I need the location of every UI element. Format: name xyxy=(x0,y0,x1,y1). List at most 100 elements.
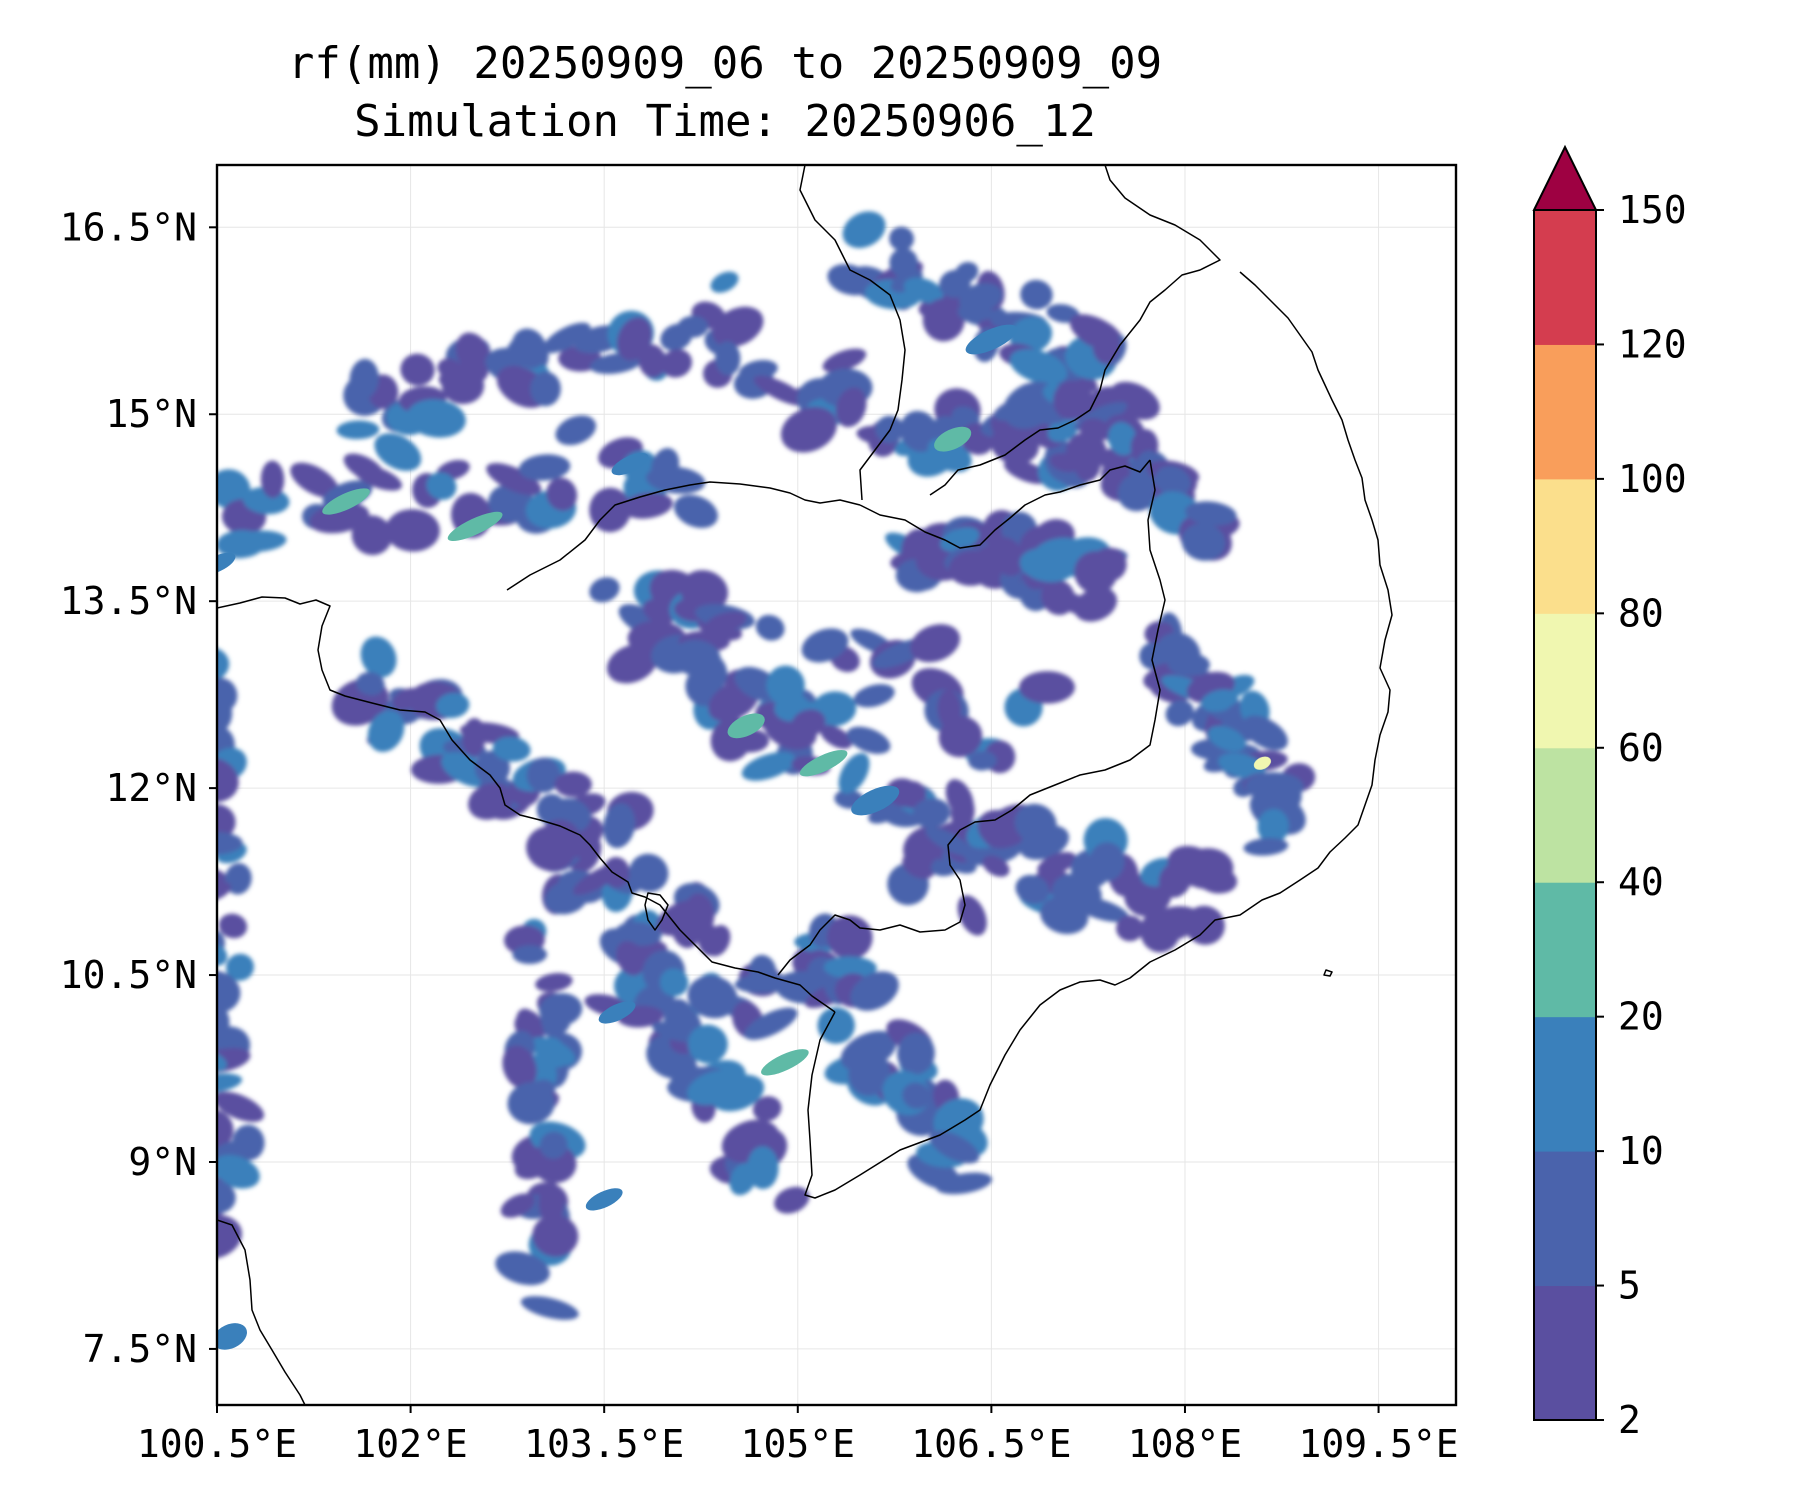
rain-patch xyxy=(638,344,667,378)
colorbar-segment xyxy=(1534,478,1596,614)
colorbar-tick-label: 100 xyxy=(1618,457,1687,501)
rain-patch xyxy=(1257,808,1289,845)
gulf-of-thailand-coast xyxy=(217,596,836,1013)
rain-patch xyxy=(912,798,951,829)
rain-patch xyxy=(1072,896,1129,923)
x-tick-label: 108°E xyxy=(1128,1422,1242,1466)
rainfall-field xyxy=(217,211,1316,1350)
rain-patch xyxy=(615,941,645,976)
rain-patch xyxy=(741,752,796,781)
rain-patch xyxy=(217,469,251,509)
rain-patch xyxy=(349,358,379,400)
rain-patch xyxy=(217,1139,254,1162)
rain-patch xyxy=(687,1069,745,1106)
chart-title: rf(mm) 20250909_06 to 20250909_09 xyxy=(287,38,1163,89)
x-tick-label: 102°E xyxy=(353,1422,467,1466)
chart-subtitle: Simulation Time: 20250906_12 xyxy=(354,96,1096,147)
cambodia-vietnam-border xyxy=(777,459,1166,976)
rain-patch xyxy=(500,1193,535,1218)
rain-patch xyxy=(1181,523,1226,561)
colorbar-segment xyxy=(1534,1285,1596,1421)
rain-patch xyxy=(1201,689,1239,712)
con-son-island xyxy=(1323,969,1333,977)
rain-patch xyxy=(554,771,592,798)
rain-patch xyxy=(217,1050,228,1072)
rain-patch xyxy=(539,993,583,1027)
rain-patch xyxy=(820,725,853,749)
colorbar-frame xyxy=(1533,210,1597,1421)
colorbar-segment xyxy=(1534,613,1596,749)
x-tick-label: 106.5°E xyxy=(911,1422,1071,1466)
rain-patch xyxy=(228,530,287,553)
rain-patch xyxy=(1074,587,1118,622)
rain-patch xyxy=(217,831,243,855)
y-tick-label: 7.5°N xyxy=(83,1327,197,1371)
rain-patch xyxy=(791,709,826,738)
rain-patch xyxy=(492,736,531,762)
rain-patch xyxy=(629,853,669,892)
rain-patch xyxy=(217,757,239,803)
rain-patch xyxy=(1091,547,1127,582)
x-axis: 100.5°E 102°E 103.5°E 105°E 106.5°E 108°E 109.… xyxy=(137,1405,1459,1466)
rain-patch xyxy=(1196,866,1238,894)
colorbar-segment xyxy=(1534,747,1596,883)
rain-patch xyxy=(710,271,739,293)
rain-patch xyxy=(400,353,435,386)
rain-patch xyxy=(1117,472,1159,512)
rainfall-cells xyxy=(217,324,1271,1350)
rain-patch xyxy=(217,804,236,841)
rain-patch xyxy=(1116,915,1144,942)
rain-patch xyxy=(922,298,965,342)
y-tick-label: 13.5°N xyxy=(60,579,197,623)
rain-patch xyxy=(217,1073,243,1094)
rain-patch xyxy=(1074,447,1101,482)
rain-patch xyxy=(217,1214,242,1260)
rain-patch xyxy=(1154,465,1191,497)
y-tick-label: 12°N xyxy=(105,766,197,810)
colorbar-extend-arrow xyxy=(1532,144,1598,211)
rain-cell xyxy=(727,713,765,739)
rain-patch xyxy=(747,1146,779,1190)
rain-patch xyxy=(1037,851,1077,876)
coastline-and-borders xyxy=(217,165,1393,1405)
plot-frame xyxy=(215,163,1458,1407)
rain-patch xyxy=(218,913,248,939)
rain-patch xyxy=(827,264,873,296)
rain-patch xyxy=(539,1131,568,1159)
rain-patch xyxy=(752,1096,782,1122)
rain-patch xyxy=(502,1045,537,1089)
laos-vietnam-border xyxy=(929,165,1221,496)
rain-patch xyxy=(290,462,339,498)
rain-patch xyxy=(474,750,511,786)
rain-patch xyxy=(486,463,542,496)
x-tick-label: 109.5°E xyxy=(1298,1422,1458,1466)
laos-thailand-border xyxy=(799,165,906,501)
rain-patch xyxy=(360,636,397,678)
colorbar-tick-label: 2 xyxy=(1618,1398,1641,1442)
rain-patch xyxy=(850,971,899,1011)
rain-patch xyxy=(1107,421,1137,456)
rain-patch xyxy=(673,494,718,529)
rain-patch xyxy=(351,515,393,556)
rain-patch xyxy=(715,341,741,376)
rain-patch xyxy=(543,322,591,354)
rainfall-bands xyxy=(217,211,1316,1320)
rain-patch xyxy=(936,1172,993,1195)
rain-patch xyxy=(1079,418,1111,442)
rain-patch xyxy=(929,1130,980,1164)
rain-patch xyxy=(687,1024,728,1064)
rain-cell xyxy=(934,426,972,452)
mekong-delta-coast xyxy=(804,271,1393,1199)
rain-patch xyxy=(826,915,873,960)
rain-patch xyxy=(217,692,233,735)
rain-patch xyxy=(1207,725,1246,752)
colorbar-tick-label: 120 xyxy=(1618,322,1687,366)
colorbar: 2 5 10 20 40 60 80 100 120 150 xyxy=(1532,144,1687,1442)
y-tick-label: 15°N xyxy=(105,392,197,436)
rain-patch xyxy=(968,750,997,771)
rain-cell xyxy=(965,324,1018,355)
rain-patch xyxy=(555,415,597,446)
rain-patch xyxy=(1218,752,1266,779)
rain-patch xyxy=(903,277,944,304)
rain-patch xyxy=(1003,459,1050,485)
